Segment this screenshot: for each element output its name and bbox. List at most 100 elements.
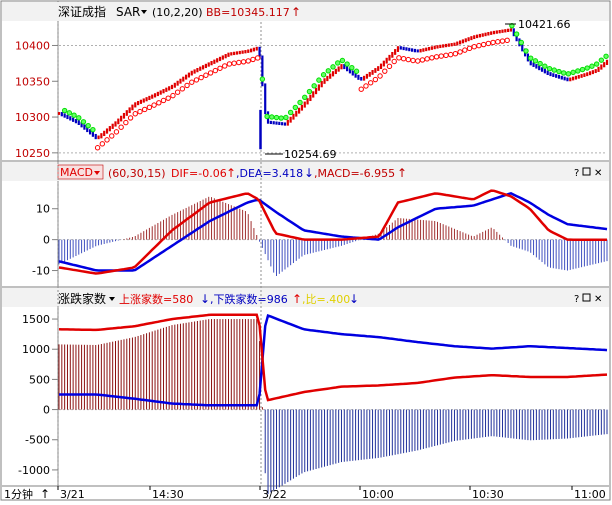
- top-params: (10,2,20): [152, 6, 203, 19]
- y-tick-label: 0: [43, 234, 50, 247]
- sar-dot: [222, 63, 228, 69]
- sar-dot: [127, 115, 134, 121]
- question-icon[interactable]: ?: [574, 168, 579, 179]
- y-tick-label: 10250: [15, 147, 50, 160]
- ratio-value: ,比=.400: [302, 293, 350, 306]
- sar-dot: [462, 47, 468, 53]
- y-tick-label: 10350: [15, 75, 50, 88]
- sar-dot: [537, 60, 543, 67]
- macd-selector[interactable]: MACD: [60, 166, 93, 179]
- sar-dot: [99, 141, 106, 147]
- sar-dot: [61, 107, 68, 114]
- sar-dot: [386, 63, 393, 70]
- macd-arrow-icon: ↑: [397, 166, 407, 180]
- macd-value: ,MACD=-6.955: [314, 167, 395, 180]
- sar-dot: [405, 56, 412, 63]
- sar-dot: [207, 70, 214, 76]
- sar-dot: [523, 48, 529, 54]
- sar-dot: [316, 77, 322, 83]
- breadth-dropdown-icon[interactable]: [109, 297, 115, 301]
- sar-dot: [302, 94, 308, 100]
- sar-dot: [415, 58, 421, 64]
- y-tick-label: 1500: [22, 313, 50, 326]
- sar-dot: [518, 39, 525, 46]
- sar-dot: [485, 40, 492, 47]
- sar-dot: [71, 112, 77, 118]
- restore-icon[interactable]: [582, 167, 591, 176]
- breadth-series: [58, 313, 608, 495]
- sar-dot: [297, 99, 303, 106]
- sar-dot: [443, 52, 449, 59]
- sar-dot: [179, 86, 186, 92]
- sar-dot: [556, 68, 562, 75]
- y-tick-label: -10: [32, 265, 50, 278]
- sar-dot: [283, 114, 289, 121]
- x-tick-label: 14:30: [152, 488, 184, 501]
- breadth-selector[interactable]: 涨跌家数: [58, 291, 106, 306]
- sar-dot: [528, 55, 534, 61]
- sar-dot: [325, 68, 331, 74]
- period-arrow-icon[interactable]: ↑: [40, 487, 50, 501]
- up-count-line: [58, 313, 608, 402]
- sar-dot: [438, 53, 444, 59]
- sar-dot: [358, 86, 364, 92]
- sar-dot: [94, 145, 101, 151]
- indicator-dropdown-icon[interactable]: [141, 10, 147, 14]
- sar-dot: [471, 43, 477, 50]
- y-tick-label: 10400: [15, 40, 50, 53]
- sar-dot: [504, 37, 510, 44]
- macd-dropdown-icon[interactable]: [94, 171, 100, 175]
- bb-arrow-icon: ↑: [291, 5, 301, 19]
- price-series: [57, 22, 609, 151]
- sar-dot: [532, 58, 539, 64]
- sar-dot: [217, 65, 223, 71]
- sar-dot: [584, 65, 590, 71]
- up-count: 上涨家数=580: [119, 292, 193, 306]
- period-selector[interactable]: 1分钟: [4, 487, 33, 501]
- question-icon[interactable]: ?: [574, 294, 579, 305]
- y-tick-label: 10: [36, 203, 50, 216]
- top-y-ticks: 10400 10350 10300 10250: [15, 40, 58, 160]
- x-tick-label: 11:00: [574, 488, 606, 501]
- breadth-y-ticks: 1500 1000 500 0 -500 -1000: [18, 313, 58, 477]
- macd-params: (60,30,15): [108, 167, 166, 180]
- sar-dot: [212, 67, 219, 74]
- restore-icon[interactable]: [582, 293, 591, 302]
- high-annotation: 10421.66: [518, 18, 571, 31]
- sar-dot: [429, 55, 435, 61]
- down-count: ,下跌家数=986: [210, 292, 288, 306]
- down-count-line: [59, 313, 608, 407]
- x-tick-label: 10:30: [472, 488, 504, 501]
- sar-dot: [137, 108, 143, 115]
- breadth-header-bar: [2, 288, 609, 307]
- dea-value: ,DEA=3.418: [236, 167, 303, 180]
- sar-dot: [174, 89, 181, 95]
- x-tick-label: 10:00: [362, 488, 394, 501]
- bb-value: BB=10345.117: [206, 6, 290, 19]
- x-tick-label: 3/21: [60, 488, 85, 501]
- index-name: 深证成指: [58, 4, 106, 19]
- sar-dot: [259, 76, 266, 82]
- sar-dot: [203, 72, 209, 78]
- sar-dot: [320, 72, 327, 78]
- sar-dot: [546, 65, 553, 72]
- sar-dot: [363, 83, 369, 89]
- sar-dot: [156, 100, 162, 106]
- macd-header-bar: [2, 162, 609, 181]
- sar-dot: [269, 114, 275, 120]
- dif-arrow-icon: ↑: [226, 166, 236, 180]
- sar-dot: [151, 102, 157, 108]
- close-icon[interactable]: ✕: [594, 294, 602, 305]
- sar-dot: [189, 79, 195, 85]
- sar-dot: [367, 80, 374, 86]
- indicator-selector[interactable]: SAR: [116, 5, 140, 19]
- close-icon[interactable]: ✕: [594, 168, 602, 179]
- sar-dot: [311, 83, 317, 89]
- sar-dot: [579, 66, 586, 73]
- up-arrow-icon: ↓: [200, 292, 210, 306]
- sar-dot: [80, 119, 87, 125]
- macd-series: [58, 189, 608, 277]
- sar-dot: [273, 114, 280, 121]
